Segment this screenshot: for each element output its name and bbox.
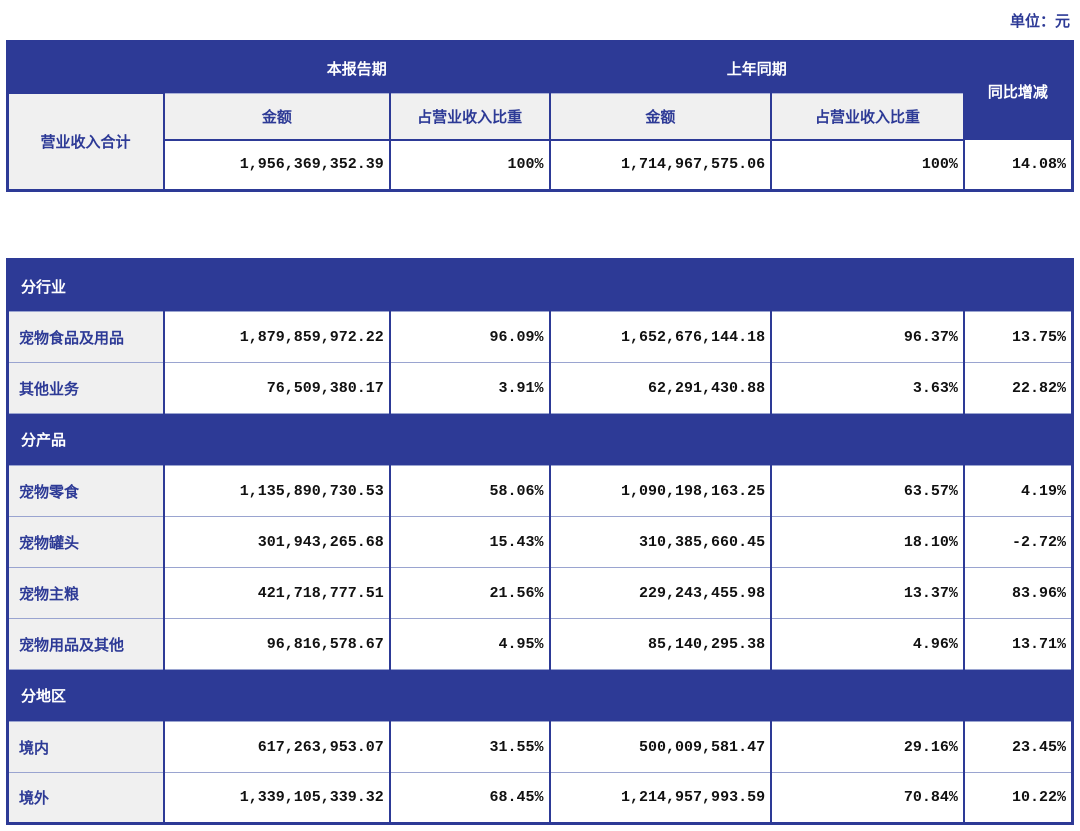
cell-prior-share: 29.16% [770,721,965,773]
table-row: 宠物零食 1,135,890,730.53 58.06% 1,090,198,1… [6,465,1074,517]
row-label: 宠物零食 [6,465,166,517]
cell-current-amount: 1,879,859,972.22 [163,311,391,363]
cell-current-amount: 617,263,953.07 [163,721,391,773]
cell-current-share: 15.43% [388,516,551,568]
prior-period-header: 上年同期 [548,41,965,94]
cell-current-amount: 1,339,105,339.32 [163,772,391,824]
cell-current-amount: 1,135,890,730.53 [163,465,391,517]
current-share-header: 占营业收入比重 [388,93,551,141]
cell-yoy: 13.71% [962,618,1074,670]
yoy-header: 同比增减 [962,41,1074,140]
cell-yoy: -2.72% [962,516,1074,568]
total-revenue-label: 营业收入合计 [6,93,166,191]
cell-prior-amount: 62,291,430.88 [548,362,773,414]
table-row: 其他业务 76,509,380.17 3.91% 62,291,430.88 3… [6,362,1074,414]
unit-label: 单位：元 [1009,14,1070,30]
current-period-header: 本报告期 [163,41,551,94]
row-label: 宠物主粮 [6,567,166,619]
cell-prior-share: 4.96% [770,618,965,670]
table-row: 宠物罐头 301,943,265.68 15.43% 310,385,660.4… [6,516,1074,568]
row-label: 宠物用品及其他 [6,618,166,670]
row-label: 境内 [6,721,166,773]
revenue-summary-table: 本报告期 上年同期 同比增减 营业收入合计 金额 占营业收入比重 金额 占营业收… [6,40,1074,192]
table-spacer [6,192,1074,258]
cell-yoy: 22.82% [962,362,1074,414]
cell-current-amount: 301,943,265.68 [163,516,391,568]
cell-yoy: 10.22% [962,772,1074,824]
summary-corner-cell [6,41,166,94]
table-row: 宠物主粮 421,718,777.51 21.56% 229,243,455.9… [6,567,1074,619]
row-label: 境外 [6,772,166,824]
cell-prior-amount: 229,243,455.98 [548,567,773,619]
total-current-amount: 1,956,369,352.39 [163,139,391,191]
current-amount-header: 金额 [163,93,391,141]
table-row: 宠物用品及其他 96,816,578.67 4.95% 85,140,295.3… [6,618,1074,670]
total-current-share: 100% [388,139,551,191]
cell-yoy: 13.75% [962,311,1074,363]
table-row: 境内 617,263,953.07 31.55% 500,009,581.47 … [6,721,1074,773]
cell-prior-share: 70.84% [770,772,965,824]
cell-prior-share: 3.63% [770,362,965,414]
total-yoy: 14.08% [962,139,1074,191]
row-label: 其他业务 [6,362,166,414]
prior-amount-header: 金额 [548,93,773,141]
cell-prior-amount: 1,214,957,993.59 [548,772,773,824]
section-band-by-product: 分产品 [6,413,1074,466]
cell-current-share: 68.45% [388,772,551,824]
cell-current-share: 21.56% [388,567,551,619]
prior-share-header: 占营业收入比重 [770,93,965,141]
cell-current-share: 31.55% [388,721,551,773]
cell-yoy: 4.19% [962,465,1074,517]
total-prior-amount: 1,714,967,575.06 [548,139,773,191]
cell-prior-amount: 500,009,581.47 [548,721,773,773]
cell-current-amount: 96,816,578.67 [163,618,391,670]
cell-prior-amount: 1,090,198,163.25 [548,465,773,517]
cell-yoy: 83.96% [962,567,1074,619]
section-band-by-region: 分地区 [6,669,1074,722]
cell-current-share: 96.09% [388,311,551,363]
row-label: 宠物罐头 [6,516,166,568]
cell-prior-share: 18.10% [770,516,965,568]
cell-yoy: 23.45% [962,721,1074,773]
cell-prior-share: 96.37% [770,311,965,363]
row-label: 宠物食品及用品 [6,311,166,363]
cell-current-amount: 421,718,777.51 [163,567,391,619]
cell-current-share: 58.06% [388,465,551,517]
table-row: 境外 1,339,105,339.32 68.45% 1,214,957,993… [6,772,1074,824]
cell-prior-amount: 85,140,295.38 [548,618,773,670]
revenue-breakdown-table: 分行业 宠物食品及用品 1,879,859,972.22 96.09% 1,65… [6,258,1074,825]
cell-prior-share: 13.37% [770,567,965,619]
cell-current-share: 4.95% [388,618,551,670]
cell-prior-amount: 1,652,676,144.18 [548,311,773,363]
section-band-by-industry: 分行业 [6,259,1074,312]
total-prior-share: 100% [770,139,965,191]
cell-current-amount: 76,509,380.17 [163,362,391,414]
table-row: 宠物食品及用品 1,879,859,972.22 96.09% 1,652,67… [6,311,1074,363]
cell-prior-amount: 310,385,660.45 [548,516,773,568]
cell-prior-share: 63.57% [770,465,965,517]
cell-current-share: 3.91% [388,362,551,414]
